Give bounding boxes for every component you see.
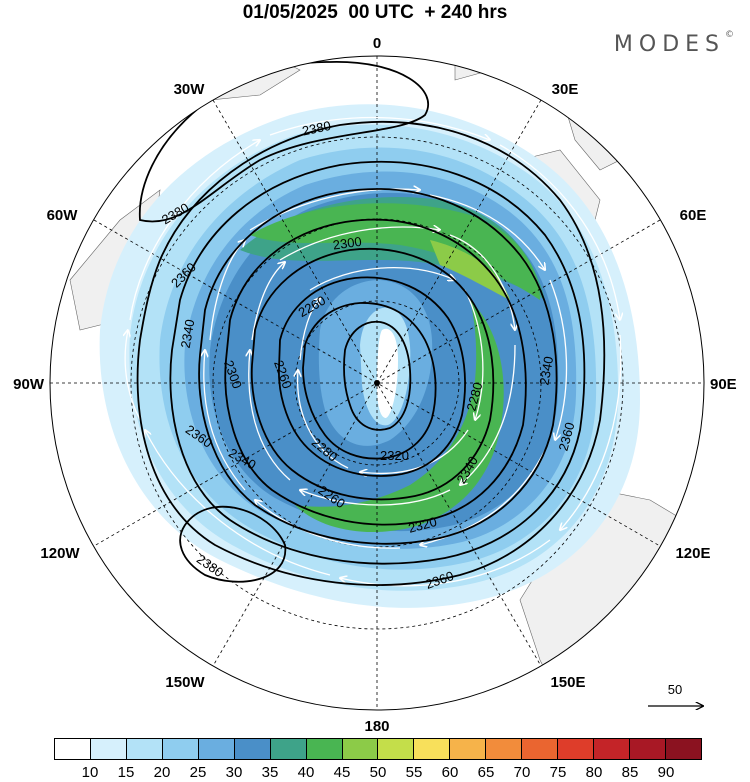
colorbar-tick-label: 60	[441, 764, 459, 781]
contour-label: 2340	[536, 355, 556, 386]
contour-label: 2280	[464, 381, 486, 413]
colorbar-swatch	[486, 739, 523, 759]
contour-label: 2320	[380, 448, 409, 463]
colorbar-swatch	[378, 739, 415, 759]
colorbar-tick-label: 70	[513, 764, 531, 781]
colorbar-swatch	[450, 739, 487, 759]
chart-title: 01/05/2025 00 UTC + 240 hrs	[242, 2, 508, 23]
lon-label-30w: 30W	[174, 81, 206, 98]
colorbar-swatch	[90, 739, 127, 759]
colorbar-swatch	[126, 739, 163, 759]
brand-logo: MODES©	[613, 30, 734, 57]
colorbar-tick-label: 65	[477, 764, 495, 781]
lon-label-30e: 30E	[552, 81, 579, 98]
colorbar-tick-label: 85	[621, 764, 639, 781]
colorbar-tick-label: 30	[225, 764, 243, 781]
colorbar-tick-label: 80	[585, 764, 603, 781]
colorbar-swatch	[270, 739, 307, 759]
wind-streamlines	[125, 116, 621, 587]
colorbar-tick-label: 45	[333, 764, 351, 781]
lon-label-120e: 120E	[675, 545, 710, 562]
colorbar	[54, 738, 702, 760]
polar-map: 2380 2380 2360 2340 2300 2300 2260 2260 …	[13, 35, 737, 735]
reference-vector-label: 50	[668, 682, 682, 697]
colorbar-swatch	[594, 739, 630, 759]
colorbar-ticks: 10 15 20 25 30 35 40 45 50 55 60 65 70 75 80 85 90	[54, 764, 702, 782]
lon-label-150e: 150E	[550, 674, 585, 691]
map-field: 2380 2380 2360 2340 2300 2300 2260 2260 …	[50, 56, 704, 710]
lon-label-0: 0	[373, 35, 381, 52]
colorbar-tick-label: 25	[189, 764, 207, 781]
colorbar-swatch	[522, 739, 559, 759]
pole-marker	[374, 380, 380, 386]
colorbar-swatch	[558, 739, 595, 759]
colorbar-swatch	[162, 739, 199, 759]
contour-label: 2300	[332, 234, 363, 253]
contour-label: 2360	[556, 421, 578, 453]
colorbar-swatch	[198, 739, 235, 759]
longitude-labels: 0 30E 60E 90E 120E 150E 180 150W 120W 90…	[13, 35, 737, 735]
contour-label: 2380	[301, 118, 332, 139]
colorbar-swatch	[630, 739, 666, 759]
wind-speed-shading	[99, 104, 640, 608]
colorbar-swatch	[665, 739, 701, 759]
lon-label-150w: 150W	[165, 674, 205, 691]
lon-label-120w: 120W	[40, 545, 80, 562]
colorbar-swatch	[234, 739, 271, 759]
colorbar-tick-label: 35	[261, 764, 279, 781]
colorbar-swatch	[306, 739, 343, 759]
colorbar-swatch	[55, 739, 91, 759]
colorbar-tick-label: 50	[369, 764, 387, 781]
colorbar-tick-label: 15	[117, 764, 135, 781]
contour-label: 2340	[178, 318, 198, 349]
colorbar-tick-label: 20	[153, 764, 171, 781]
lon-label-60w: 60W	[47, 207, 79, 224]
lon-label-60e: 60E	[680, 207, 707, 224]
lon-label-180: 180	[364, 718, 389, 735]
colorbar-tick-label: 10	[81, 764, 99, 781]
colorbar-tick-label: 90	[657, 764, 675, 781]
colorbar-tick-label: 40	[297, 764, 315, 781]
colorbar-swatch	[414, 739, 451, 759]
colorbar-tick-label: 55	[405, 764, 423, 781]
lon-label-90e: 90E	[710, 376, 737, 393]
map-border	[49, 55, 705, 711]
contour-label: 2320	[407, 514, 439, 536]
reference-vector: 50	[648, 682, 703, 706]
lon-label-90w: 90W	[13, 376, 45, 393]
colorbar-tick-label: 75	[549, 764, 567, 781]
colorbar-swatch	[342, 739, 379, 759]
